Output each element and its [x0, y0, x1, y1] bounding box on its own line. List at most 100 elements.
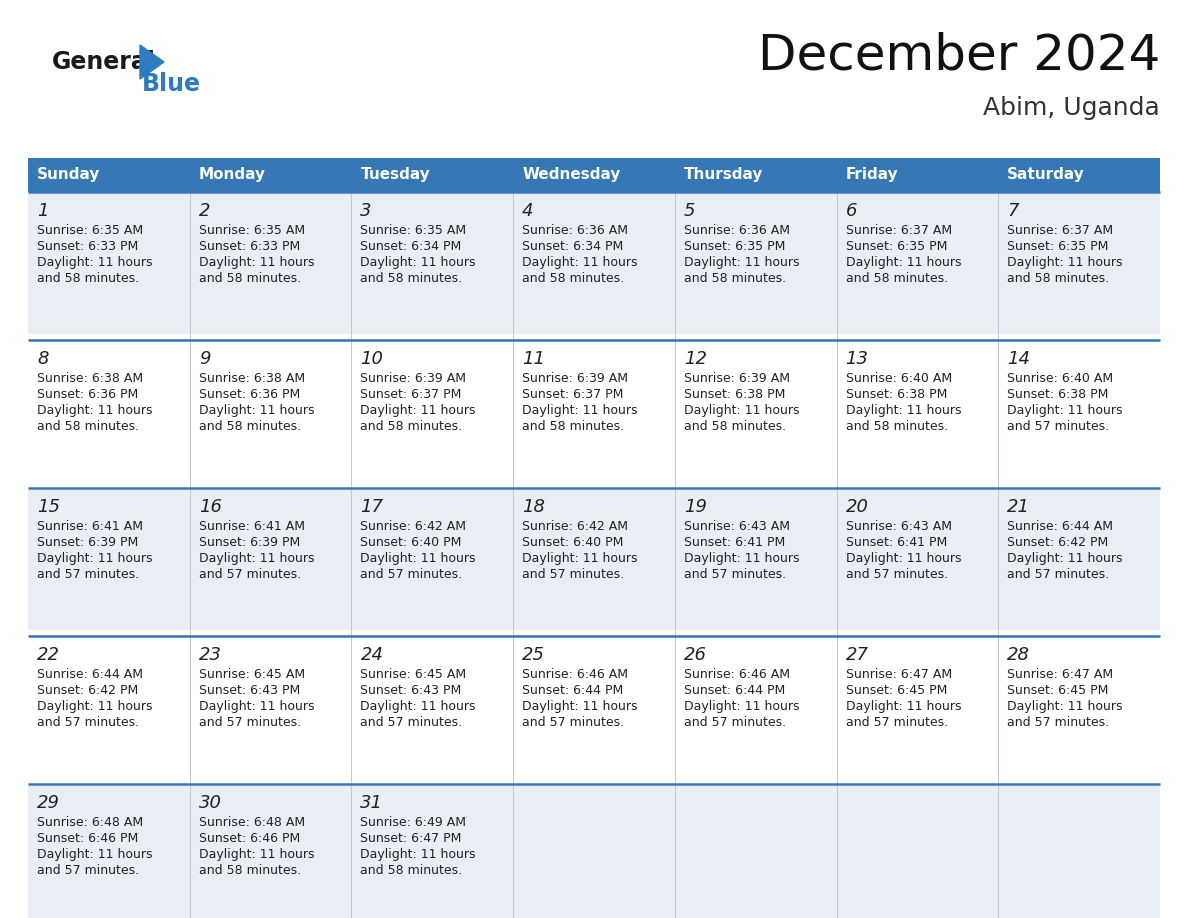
Text: 8: 8 — [37, 350, 49, 368]
Text: 15: 15 — [37, 498, 61, 516]
Text: Abim, Uganda: Abim, Uganda — [984, 96, 1159, 120]
Text: 24: 24 — [360, 646, 384, 664]
Text: Daylight: 11 hours: Daylight: 11 hours — [1007, 404, 1123, 417]
Text: and 58 minutes.: and 58 minutes. — [198, 420, 301, 433]
Text: December 2024: December 2024 — [758, 31, 1159, 79]
Text: Sunrise: 6:45 AM: Sunrise: 6:45 AM — [360, 668, 467, 681]
Text: Sunrise: 6:41 AM: Sunrise: 6:41 AM — [37, 520, 143, 533]
Text: Sunrise: 6:40 AM: Sunrise: 6:40 AM — [846, 372, 952, 385]
Text: Sunset: 6:44 PM: Sunset: 6:44 PM — [684, 684, 785, 697]
Text: Sunset: 6:40 PM: Sunset: 6:40 PM — [523, 536, 624, 549]
Text: Sunset: 6:36 PM: Sunset: 6:36 PM — [37, 388, 138, 401]
Text: and 57 minutes.: and 57 minutes. — [1007, 568, 1110, 581]
Text: 6: 6 — [846, 202, 857, 220]
Text: Sunrise: 6:37 AM: Sunrise: 6:37 AM — [1007, 224, 1113, 237]
Text: 19: 19 — [684, 498, 707, 516]
Text: Sunrise: 6:44 AM: Sunrise: 6:44 AM — [37, 668, 143, 681]
Text: 16: 16 — [198, 498, 222, 516]
Text: Sunset: 6:34 PM: Sunset: 6:34 PM — [360, 240, 462, 253]
Text: and 57 minutes.: and 57 minutes. — [37, 864, 139, 877]
Text: Daylight: 11 hours: Daylight: 11 hours — [360, 700, 476, 713]
Text: 31: 31 — [360, 794, 384, 812]
Text: Daylight: 11 hours: Daylight: 11 hours — [523, 404, 638, 417]
Text: Daylight: 11 hours: Daylight: 11 hours — [198, 848, 314, 861]
Text: Tuesday: Tuesday — [360, 167, 430, 183]
Text: Sunrise: 6:48 AM: Sunrise: 6:48 AM — [37, 816, 143, 829]
Text: Daylight: 11 hours: Daylight: 11 hours — [198, 552, 314, 565]
Text: Sunset: 6:35 PM: Sunset: 6:35 PM — [846, 240, 947, 253]
Text: Sunset: 6:39 PM: Sunset: 6:39 PM — [37, 536, 138, 549]
Text: 30: 30 — [198, 794, 222, 812]
Text: Sunset: 6:35 PM: Sunset: 6:35 PM — [1007, 240, 1108, 253]
Text: Sunset: 6:33 PM: Sunset: 6:33 PM — [198, 240, 299, 253]
Text: Daylight: 11 hours: Daylight: 11 hours — [37, 700, 152, 713]
Text: Saturday: Saturday — [1007, 167, 1085, 183]
Text: Sunrise: 6:43 AM: Sunrise: 6:43 AM — [846, 520, 952, 533]
Text: Sunrise: 6:48 AM: Sunrise: 6:48 AM — [198, 816, 305, 829]
Text: Sunrise: 6:41 AM: Sunrise: 6:41 AM — [198, 520, 304, 533]
Text: Daylight: 11 hours: Daylight: 11 hours — [1007, 552, 1123, 565]
Text: and 57 minutes.: and 57 minutes. — [523, 568, 624, 581]
Text: 14: 14 — [1007, 350, 1030, 368]
Text: Sunrise: 6:36 AM: Sunrise: 6:36 AM — [523, 224, 628, 237]
Text: Daylight: 11 hours: Daylight: 11 hours — [1007, 700, 1123, 713]
Text: Daylight: 11 hours: Daylight: 11 hours — [360, 848, 476, 861]
Text: 17: 17 — [360, 498, 384, 516]
Bar — [513, 158, 675, 192]
Bar — [675, 158, 836, 192]
Text: Sunrise: 6:38 AM: Sunrise: 6:38 AM — [37, 372, 143, 385]
Text: and 57 minutes.: and 57 minutes. — [684, 716, 786, 729]
Text: 10: 10 — [360, 350, 384, 368]
Text: Daylight: 11 hours: Daylight: 11 hours — [360, 404, 476, 417]
Text: and 57 minutes.: and 57 minutes. — [360, 716, 462, 729]
Text: and 57 minutes.: and 57 minutes. — [1007, 420, 1110, 433]
Text: Sunrise: 6:39 AM: Sunrise: 6:39 AM — [684, 372, 790, 385]
Text: Sunrise: 6:42 AM: Sunrise: 6:42 AM — [360, 520, 467, 533]
Text: and 58 minutes.: and 58 minutes. — [198, 272, 301, 285]
Text: and 57 minutes.: and 57 minutes. — [1007, 716, 1110, 729]
Text: Daylight: 11 hours: Daylight: 11 hours — [360, 552, 476, 565]
Text: Sunrise: 6:39 AM: Sunrise: 6:39 AM — [360, 372, 467, 385]
Text: Sunset: 6:43 PM: Sunset: 6:43 PM — [198, 684, 299, 697]
Text: Sunset: 6:45 PM: Sunset: 6:45 PM — [1007, 684, 1108, 697]
Text: 1: 1 — [37, 202, 49, 220]
Text: Sunset: 6:46 PM: Sunset: 6:46 PM — [198, 832, 299, 845]
Text: Daylight: 11 hours: Daylight: 11 hours — [1007, 256, 1123, 269]
Text: Sunset: 6:38 PM: Sunset: 6:38 PM — [846, 388, 947, 401]
Text: 13: 13 — [846, 350, 868, 368]
Text: Daylight: 11 hours: Daylight: 11 hours — [846, 404, 961, 417]
Text: Sunset: 6:34 PM: Sunset: 6:34 PM — [523, 240, 624, 253]
Text: Sunrise: 6:39 AM: Sunrise: 6:39 AM — [523, 372, 628, 385]
Text: 4: 4 — [523, 202, 533, 220]
Text: Daylight: 11 hours: Daylight: 11 hours — [523, 256, 638, 269]
Text: Sunset: 6:37 PM: Sunset: 6:37 PM — [523, 388, 624, 401]
Text: Sunrise: 6:38 AM: Sunrise: 6:38 AM — [198, 372, 305, 385]
Text: Daylight: 11 hours: Daylight: 11 hours — [846, 700, 961, 713]
Text: Daylight: 11 hours: Daylight: 11 hours — [684, 404, 800, 417]
Text: 18: 18 — [523, 498, 545, 516]
Text: Sunrise: 6:44 AM: Sunrise: 6:44 AM — [1007, 520, 1113, 533]
Text: and 58 minutes.: and 58 minutes. — [37, 420, 139, 433]
Text: and 58 minutes.: and 58 minutes. — [360, 272, 462, 285]
Text: Wednesday: Wednesday — [523, 167, 620, 183]
Text: and 58 minutes.: and 58 minutes. — [523, 420, 624, 433]
Text: Sunset: 6:41 PM: Sunset: 6:41 PM — [684, 536, 785, 549]
Text: Sunrise: 6:45 AM: Sunrise: 6:45 AM — [198, 668, 305, 681]
Bar — [29, 488, 1159, 630]
Text: Daylight: 11 hours: Daylight: 11 hours — [198, 256, 314, 269]
Text: Sunrise: 6:35 AM: Sunrise: 6:35 AM — [198, 224, 305, 237]
Text: and 58 minutes.: and 58 minutes. — [198, 864, 301, 877]
Text: Sunrise: 6:47 AM: Sunrise: 6:47 AM — [1007, 668, 1113, 681]
Text: and 58 minutes.: and 58 minutes. — [684, 272, 786, 285]
Text: Sunset: 6:33 PM: Sunset: 6:33 PM — [37, 240, 138, 253]
Bar — [190, 158, 352, 192]
Text: Sunrise: 6:35 AM: Sunrise: 6:35 AM — [360, 224, 467, 237]
Text: Blue: Blue — [143, 72, 201, 96]
Text: Sunrise: 6:36 AM: Sunrise: 6:36 AM — [684, 224, 790, 237]
Text: and 58 minutes.: and 58 minutes. — [37, 272, 139, 285]
Text: and 58 minutes.: and 58 minutes. — [684, 420, 786, 433]
Text: 26: 26 — [684, 646, 707, 664]
Text: Daylight: 11 hours: Daylight: 11 hours — [846, 552, 961, 565]
Text: Daylight: 11 hours: Daylight: 11 hours — [523, 552, 638, 565]
Text: and 57 minutes.: and 57 minutes. — [684, 568, 786, 581]
